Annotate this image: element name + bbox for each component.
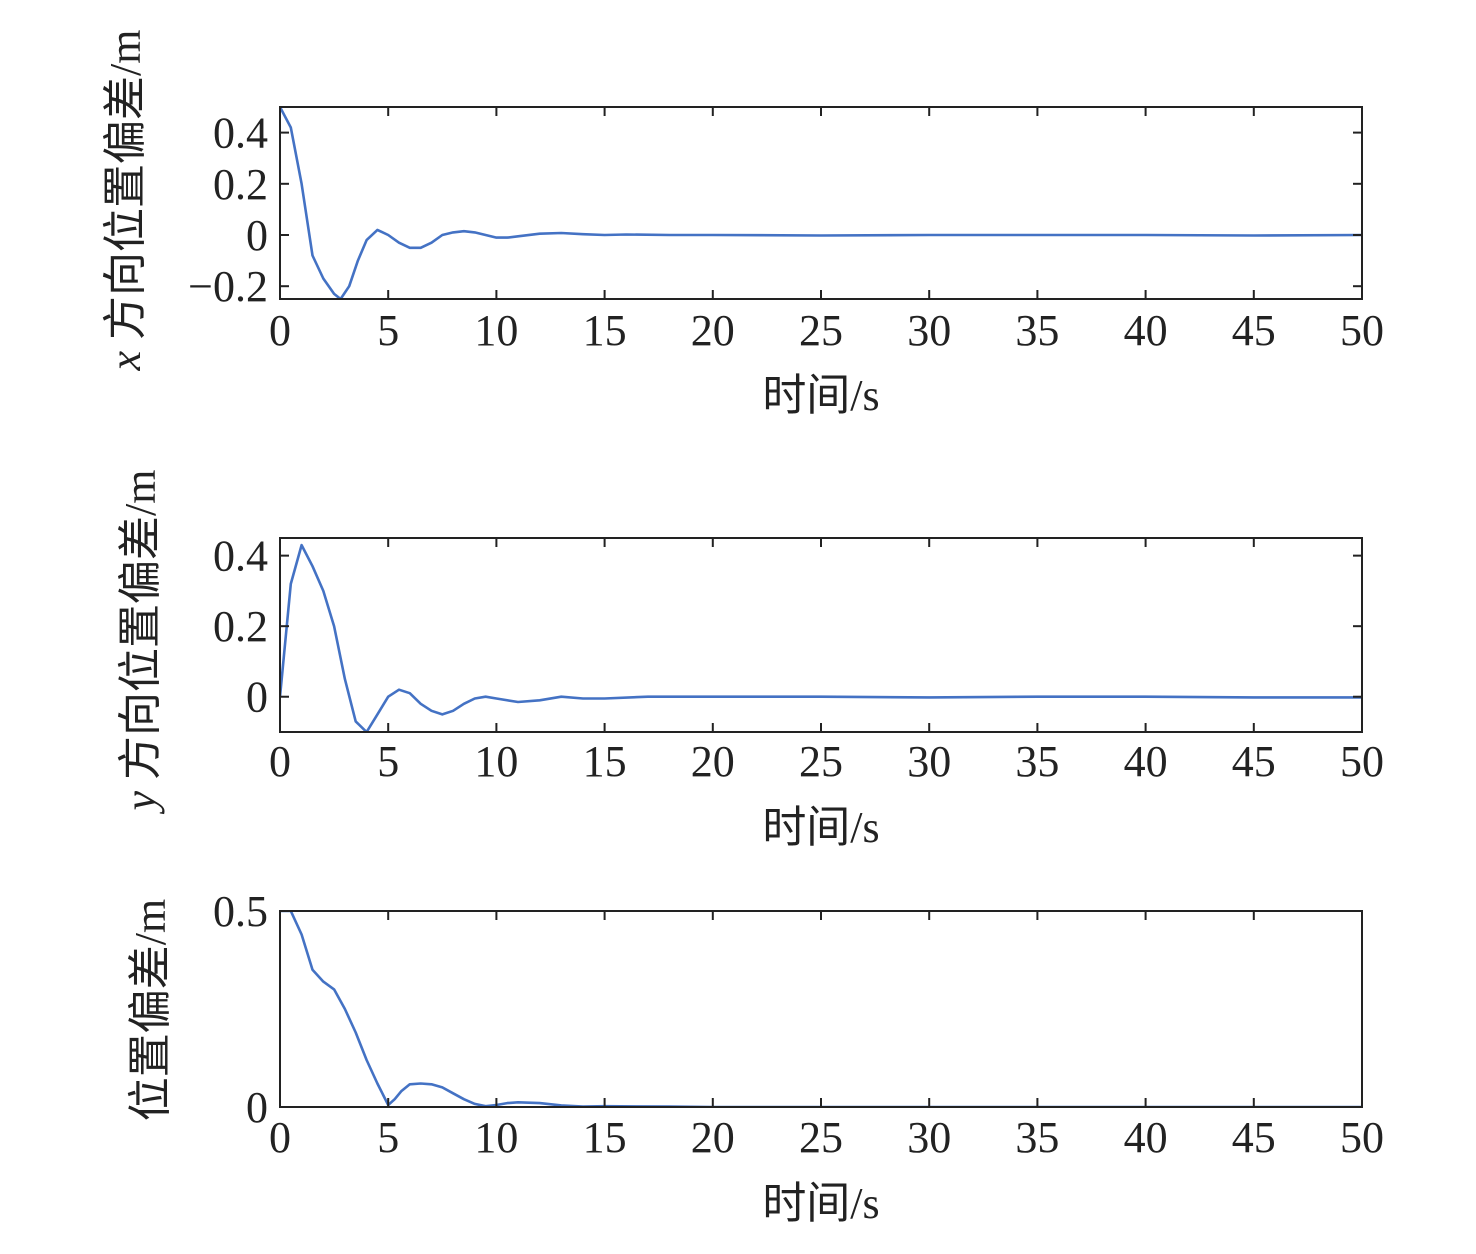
x-tick-label: 40 [1124,1113,1168,1162]
x-tick-label: 0 [269,306,291,355]
x-tick-label: 35 [1015,306,1059,355]
x-tick-label: 0 [269,737,291,786]
x-tick-label: 20 [691,1113,735,1162]
x-tick-label: 35 [1015,1113,1059,1162]
x-tick-label: 25 [799,306,843,355]
y-axis-variable: y [116,780,165,815]
y-tick-label: 0 [246,1083,268,1132]
y-axis-label-text: 位置偏差/m [126,899,175,1121]
x-tick-label: 40 [1124,737,1168,786]
x-tick-label: 35 [1015,737,1059,786]
plot-frame [279,910,1363,1108]
x-tick-label: 45 [1232,737,1276,786]
y-tick-label: −0.2 [188,262,268,311]
x-tick-label: 50 [1340,1113,1384,1162]
x-tick-label: 5 [377,306,399,355]
x-tick-label: 10 [474,1113,518,1162]
x-tick-label: 25 [799,1113,843,1162]
x-tick-label: 50 [1340,737,1384,786]
series-line [280,911,1362,1107]
chart-panel-position-error: 0 5 10 15 20 25 30 35 40 45 50 0 0.5 时间/s 位置偏差/m [126,887,1384,1228]
x-tick-label: 45 [1232,1113,1276,1162]
y-tick-label: 0 [246,673,268,722]
x-tick-label: 15 [583,306,627,355]
x-tick-label: 20 [691,306,735,355]
x-axis-label: 时间/s [762,371,879,420]
x-tick-label: 30 [907,1113,951,1162]
y-tick-label: 0 [246,211,268,260]
y-axis-label-text: 方向位置偏差/m [116,470,165,780]
x-tick-label: 20 [691,737,735,786]
y-axis-label: 位置偏差/m [126,899,175,1121]
chart-panel-x-error: 0 5 10 15 20 25 30 35 40 45 50−0.200.20.4时间/sx 方向位… [101,30,1384,420]
x-tick-label: 50 [1340,306,1384,355]
x-tick-label: 5 [377,1113,399,1162]
y-axis-label: x 方向位置偏差/m [101,30,150,372]
y-axis-variable: x [101,340,150,372]
x-tick-label: 25 [799,737,843,786]
series-line [280,107,1362,299]
series-line [280,543,1362,732]
x-tick-label: 40 [1124,306,1168,355]
y-axis-label-text: 方向位置偏差/m [101,30,150,340]
x-axis-label: 时间/s [762,1179,879,1228]
x-tick-label: 15 [583,737,627,786]
chart-panel-y-error: 0 5 10 15 20 25 30 35 40 45 50 0 0.2 0.4 时间/s y 方向位置偏差/… [116,470,1384,852]
x-tick-label: 10 [474,737,518,786]
x-tick-label: 5 [377,737,399,786]
y-tick-label: 0.5 [213,887,268,936]
y-tick-label: 0.4 [213,532,268,581]
x-tick-label: 10 [474,306,518,355]
y-axis-label: y 方向位置偏差/m [116,470,165,815]
plot-frame [279,537,1363,733]
x-tick-label: 15 [583,1113,627,1162]
x-axis-label: 时间/s [762,803,879,852]
x-tick-label: 30 [907,737,951,786]
plot-frame [279,106,1363,300]
y-tick-label: 0.4 [213,109,268,158]
y-tick-label: 0.2 [213,602,268,651]
y-tick-label: 0.2 [213,160,268,209]
x-tick-label: 30 [907,306,951,355]
x-tick-label: 45 [1232,306,1276,355]
x-tick-label: 0 [269,1113,291,1162]
